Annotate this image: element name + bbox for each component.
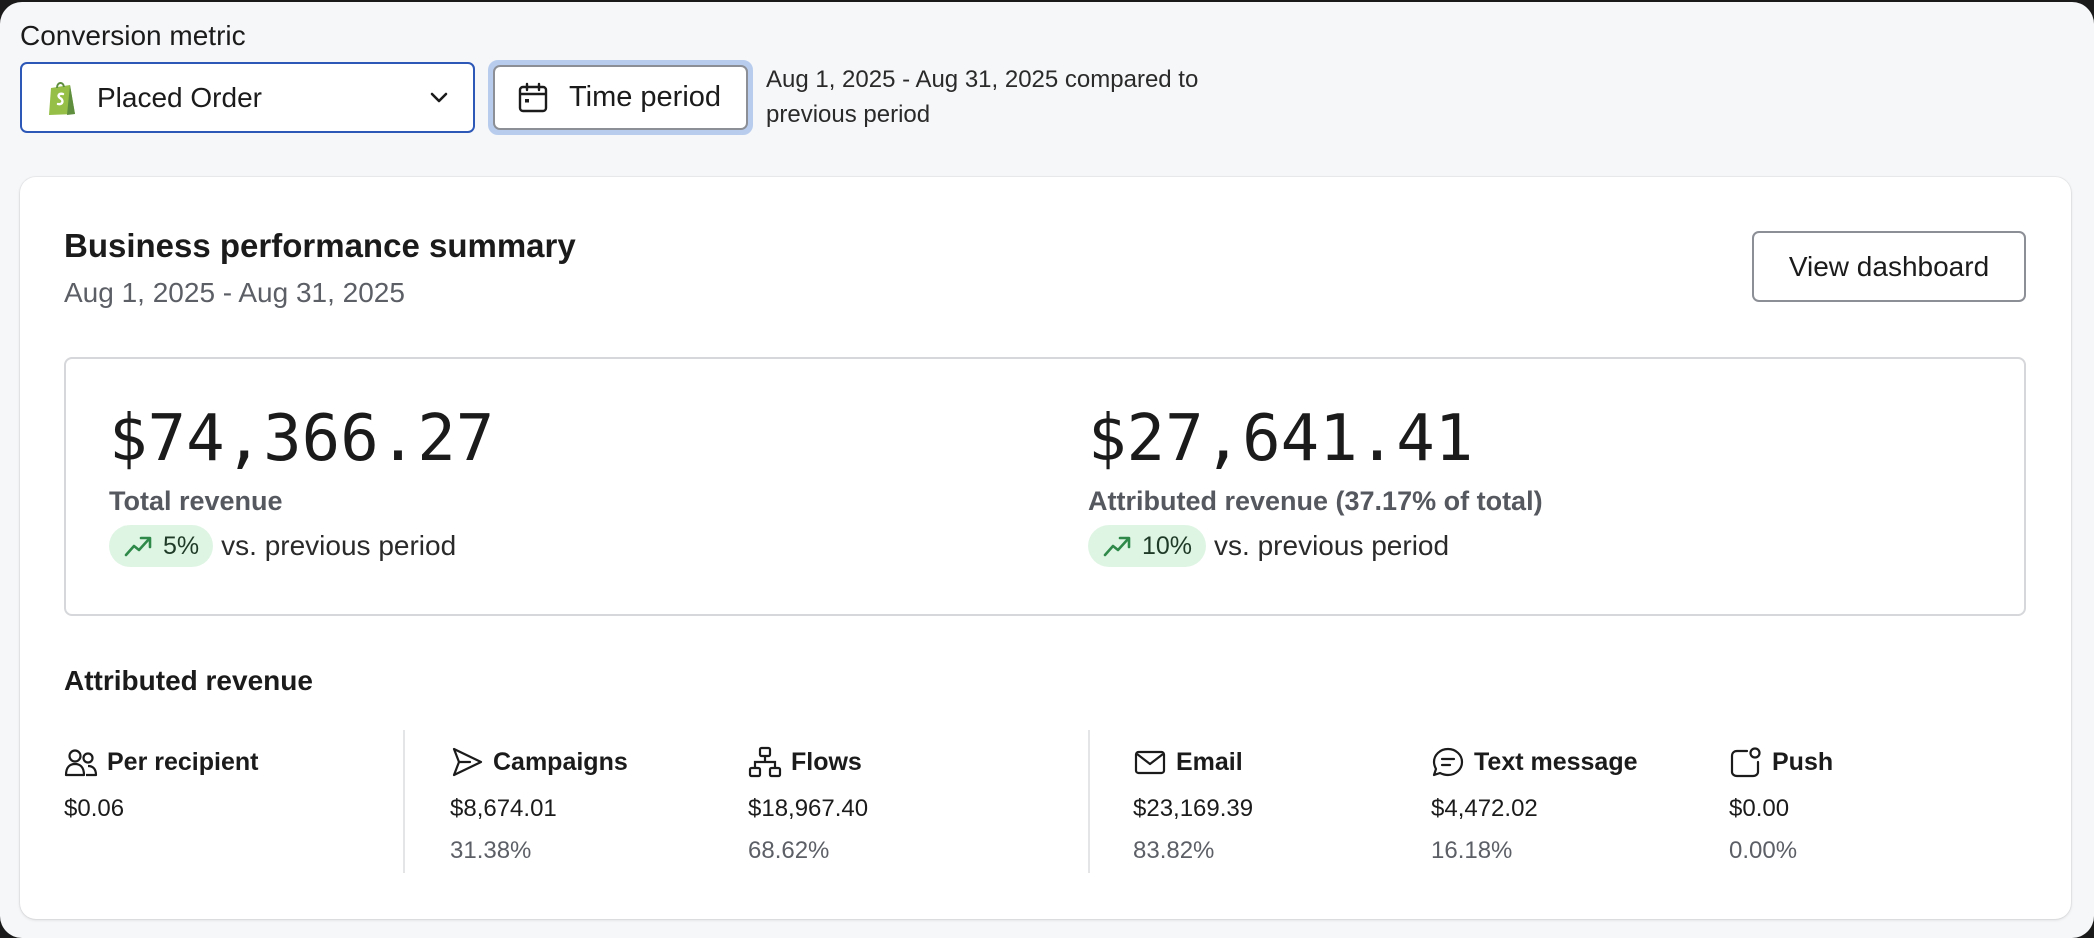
flow-icon [748,746,782,778]
send-icon [452,747,483,777]
delta-suffix: vs. previous period [221,530,457,561]
calendar-icon [518,82,548,112]
time-period-label: Time period [569,81,722,113]
delta-suffix: vs. previous period [1214,530,1450,561]
stat-label: Push [1772,747,1834,776]
total-revenue-value: $74,366.27 [109,402,495,476]
stat-amount: $18,967.40 [748,795,869,822]
trend-up-icon [124,536,152,557]
stat-amount: $4,472.02 [1431,795,1538,822]
comparison-text: Aug 1, 2025 - Aug 31, 2025 compared to p… [766,66,1199,128]
trend-up-icon [1103,536,1131,557]
attributed-revenue-title: Attributed revenue [64,665,313,696]
shopify-bag-icon [49,81,75,115]
stat-label: Email [1176,747,1243,776]
stat-percent: 31.38% [450,837,532,864]
conversion-metric-label: Conversion metric [20,20,246,51]
card-date-range: Aug 1, 2025 - Aug 31, 2025 [64,277,405,308]
stat-percent: 0.00% [1729,837,1798,864]
stat-label: Flows [791,747,862,776]
stat-email: Email $23,169.39 83.82% [1133,745,1253,865]
attributed-revenue-value: $27,641.41 [1088,402,1474,476]
stat-percent: 16.18% [1431,837,1513,864]
performance-summary-card: Business performance summary Aug 1, 2025… [20,177,2071,919]
attributed-revenue-delta: 10% vs. previous period [1088,525,1543,567]
delta-value: 10% [1142,531,1193,560]
delta-badge: 10% [1088,525,1207,567]
stat-amount: $0.06 [64,795,125,822]
attributed-revenue-kpi: $27,641.41 Attributed revenue (37.17% of… [1088,404,1543,567]
total-revenue-delta: 5% vs. previous period [109,525,494,567]
total-revenue-kpi: $74,366.27 Total revenue 5% vs. previous… [109,404,494,567]
conversion-metric-select[interactable]: Placed Order [20,62,475,133]
time-period-button[interactable]: Time period [488,60,753,135]
stat-amount: $23,169.39 [1133,795,1254,822]
stat-label: Text message [1474,747,1638,776]
delta-badge: 5% [109,525,214,567]
divider [1088,730,1090,873]
stat-label: Per recipient [107,747,259,776]
card-title: Business performance summary [64,227,576,264]
push-notification-icon [1730,747,1761,778]
stat-flows: Flows $18,967.40 68.62% [748,745,868,865]
divider [403,730,405,873]
attributed-revenue-label: Attributed revenue (37.17% of total) [1088,486,1543,516]
users-icon [64,749,98,777]
stat-campaigns: Campaigns $8,674.01 31.38% [450,745,628,865]
chevron-down-icon [430,92,448,103]
stat-label: Campaigns [493,747,628,776]
stat-percent: 83.82% [1133,837,1215,864]
message-icon [1432,747,1464,777]
kpi-box: $74,366.27 Total revenue 5% vs. previous… [64,357,2026,616]
time-period-button-inner: Time period [493,65,748,130]
metric-selected-value: Placed Order [97,81,262,113]
total-revenue-label: Total revenue [109,486,283,516]
stat-text-message: Text message $4,472.02 16.18% [1431,745,1638,865]
view-dashboard-button[interactable]: View dashboard [1752,231,2026,302]
stat-per-recipient: Per recipient $0.06 [64,745,258,823]
stat-percent: 68.62% [748,837,830,864]
delta-value: 5% [163,531,200,560]
stat-push: Push $0.00 0.00% [1729,745,1833,865]
mail-icon [1134,750,1166,775]
stat-amount: $0.00 [1729,795,1790,822]
stat-amount: $8,674.01 [450,795,557,822]
